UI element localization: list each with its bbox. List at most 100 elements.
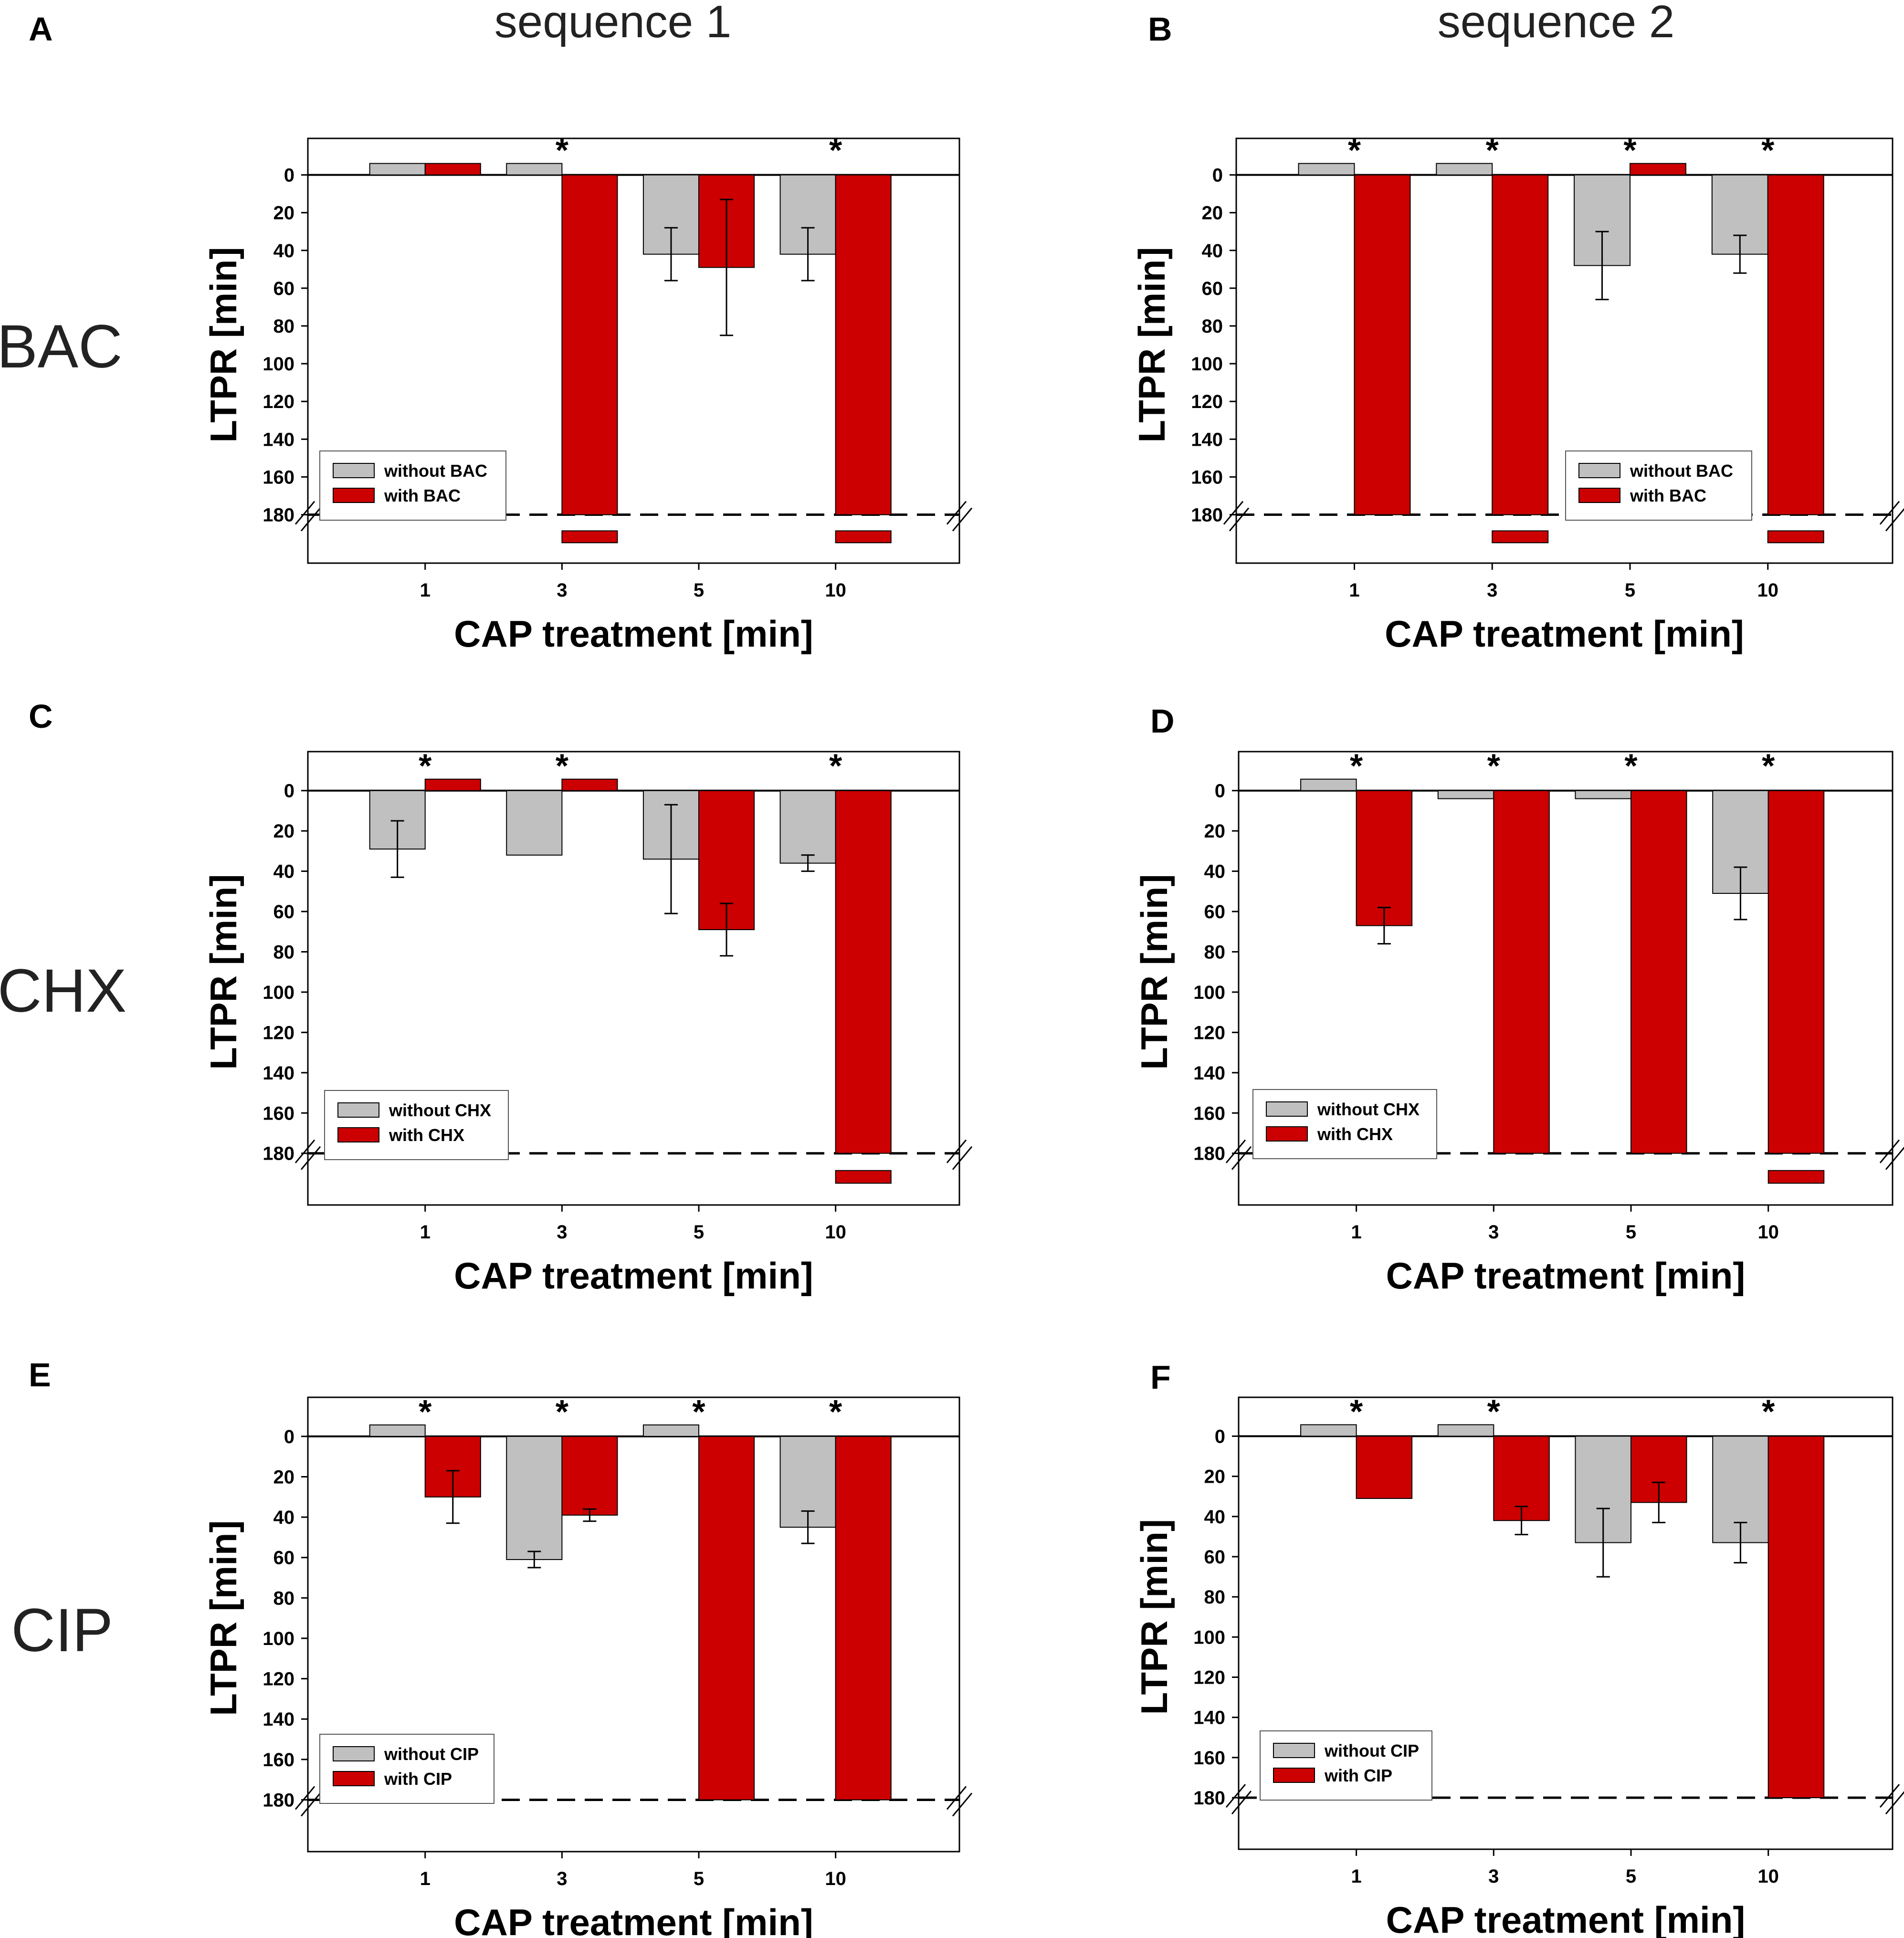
y-tick-label: 20 — [274, 203, 295, 224]
plot-frame — [307, 137, 960, 564]
legend-label-with: with CHX — [1317, 1124, 1393, 1144]
y-tick-label: 120 — [1191, 391, 1223, 412]
y-tick-label: 160 — [1193, 1748, 1225, 1769]
bar-with-3 — [1493, 790, 1550, 1154]
x-axis-title: CAP treatment [min] — [454, 1255, 813, 1297]
bar-without-3 — [506, 163, 563, 176]
break-mark-right — [952, 1792, 973, 1817]
y-tick-label: 100 — [263, 1628, 295, 1649]
legend-swatch-with — [337, 1127, 379, 1142]
column-title-sequence-1: sequence 1 — [494, 0, 731, 47]
y-tick-label: 80 — [274, 1588, 295, 1609]
x-tick-label: 1 — [420, 580, 431, 601]
y-tick-label: 100 — [263, 982, 295, 1003]
x-tick-label: 1 — [420, 1868, 431, 1889]
bar-with-3 — [1492, 174, 1549, 515]
break-mark-left — [1231, 1146, 1252, 1170]
y-tick-label: 140 — [1193, 1063, 1225, 1084]
legend-swatch-without — [1578, 463, 1620, 478]
x-tick-label: 10 — [825, 580, 846, 601]
x-tick-label: 10 — [1757, 1222, 1779, 1243]
x-tick-label: 1 — [1351, 1866, 1361, 1887]
significance-star: * — [1487, 747, 1501, 785]
y-tick-label: 80 — [274, 942, 295, 963]
x-tick-label: 3 — [557, 580, 567, 601]
bar-without-3 — [506, 1435, 563, 1560]
bar-with-10 — [1767, 1435, 1825, 1799]
significance-star: * — [1350, 747, 1363, 785]
plot-frame — [1238, 751, 1893, 1206]
legend-box — [324, 1090, 509, 1160]
x-tick-label: 3 — [557, 1222, 567, 1243]
x-tick-label: 5 — [694, 1868, 704, 1889]
bar-with-1 — [424, 778, 481, 791]
y-tick-label: 180 — [1193, 1143, 1225, 1164]
x-tick-label: 5 — [694, 1222, 704, 1243]
significance-star: * — [1762, 1393, 1775, 1430]
break-mark-left — [300, 507, 321, 532]
bar-with-1 — [424, 163, 481, 176]
y-tick-label: 120 — [1193, 1022, 1225, 1043]
bar-with-10 — [835, 174, 892, 515]
y-tick-label: 160 — [1191, 467, 1223, 488]
y-tick-label: 40 — [1204, 861, 1226, 882]
break-mark-left — [295, 1139, 316, 1163]
y-tick-label: 100 — [1191, 354, 1223, 375]
panel-label-a: A — [29, 10, 53, 48]
x-tick-label: 5 — [1625, 580, 1635, 601]
legend-swatch-without — [1266, 1101, 1308, 1117]
chart-panel-a: A 0 20 40 60 80 100 120 140 160 180 LTPR [min] 1 3 * 5 1… — [29, 10, 973, 655]
x-tick-label: 3 — [1488, 1222, 1499, 1243]
x-tick-label: 1 — [1349, 580, 1359, 601]
bar-with-3 — [561, 778, 618, 791]
x-tick-label: 5 — [694, 580, 704, 601]
y-tick-label: 40 — [1204, 1507, 1226, 1528]
legend-swatch-without — [333, 1746, 375, 1761]
panel-label-b: B — [1148, 10, 1172, 48]
y-axis-title: LTPR [min] — [1133, 874, 1175, 1070]
bar-without-3 — [506, 790, 563, 856]
break-mark-right — [1879, 1139, 1900, 1163]
y-tick-label: 140 — [263, 1063, 295, 1084]
break-mark-left — [295, 1786, 316, 1810]
break-mark-left — [1225, 1784, 1246, 1808]
y-tick-label: 60 — [1204, 1547, 1226, 1568]
y-tick-label: 100 — [263, 354, 295, 375]
y-tick-label: 80 — [1202, 316, 1223, 337]
bar-without-3 — [1436, 163, 1493, 176]
y-tick-label: 0 — [1215, 781, 1225, 802]
break-mark-right — [1885, 1146, 1904, 1170]
y-tick-label: 60 — [274, 901, 295, 922]
significance-star: * — [1487, 1393, 1501, 1430]
y-tick-label: 20 — [274, 821, 295, 842]
legend-label-without: without CHX — [389, 1100, 491, 1120]
break-mark-right — [946, 501, 967, 525]
bar-break-segment-3 — [1492, 530, 1549, 544]
y-tick-label: 120 — [263, 1669, 295, 1690]
x-tick-label: 3 — [1488, 1866, 1499, 1887]
significance-star: * — [556, 132, 569, 169]
y-axis-title: LTPR [min] — [202, 874, 244, 1070]
break-mark-right — [946, 1786, 967, 1810]
y-tick-label: 0 — [284, 1426, 295, 1447]
bar-with-5 — [1630, 163, 1686, 176]
legend-box — [1260, 1730, 1432, 1801]
legend-label-with: with CIP — [384, 1769, 452, 1789]
chart-panel-e: E 0 20 40 60 80 100 120 140 160 180 LTPR [min] 1 * 3 * 5… — [29, 1356, 973, 1938]
y-tick-label: 80 — [274, 316, 295, 337]
break-mark-left — [300, 1146, 321, 1170]
legend-label-without: without CIP — [1324, 1741, 1419, 1760]
break-mark-left — [295, 501, 316, 525]
x-axis-title: CAP treatment [min] — [1386, 1899, 1746, 1938]
legend-label-without: without BAC — [1630, 461, 1733, 481]
bar-with-5 — [1630, 790, 1687, 1154]
y-tick-label: 0 — [284, 781, 295, 802]
x-tick-label: 5 — [1626, 1222, 1636, 1243]
legend-swatch-without — [333, 463, 375, 478]
bar-with-1 — [1356, 790, 1413, 926]
chart-panel-c: C 0 20 40 60 80 100 120 140 160 180 LTPR [min] 1 * 3 * 5… — [29, 698, 973, 1297]
legend-label-without: without CHX — [1317, 1100, 1420, 1119]
y-axis-title: LTPR [min] — [202, 1520, 244, 1716]
